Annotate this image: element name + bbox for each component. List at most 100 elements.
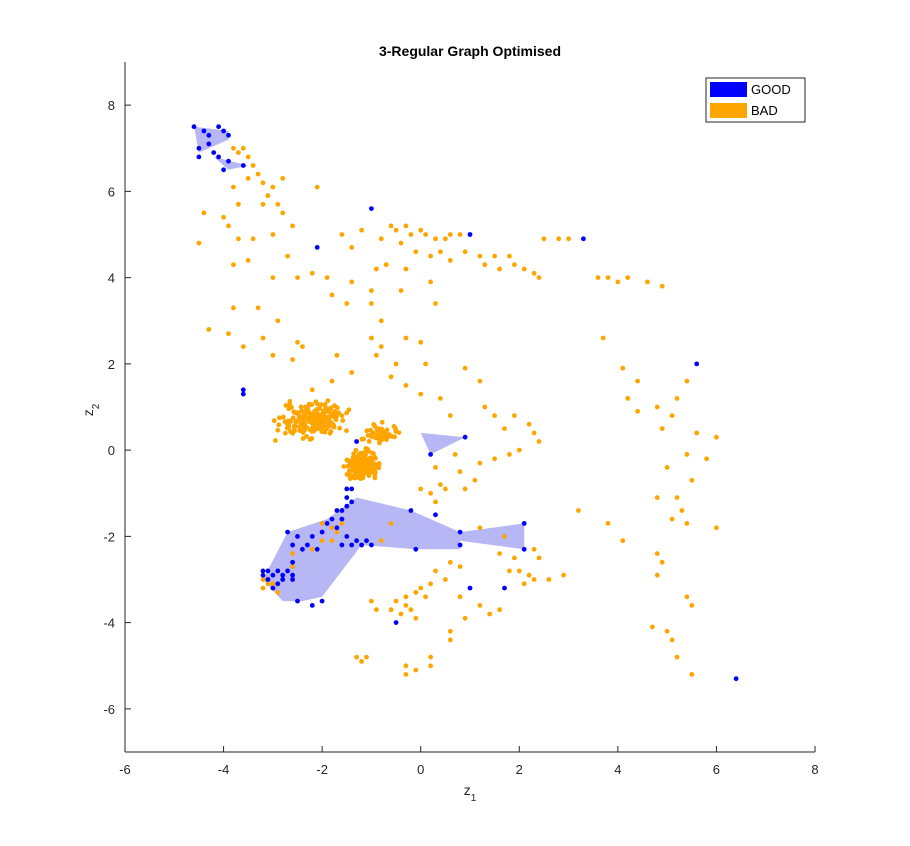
bad-point [541,236,547,242]
bad-point [502,426,507,431]
bad-point [694,430,700,436]
bad-point [492,456,497,462]
bad-point [284,425,290,431]
good-point [521,521,527,526]
good-point [196,145,202,151]
bad-point [306,401,312,407]
bad-point [383,262,389,268]
bad-point [384,427,390,433]
bad-point [275,427,281,433]
bad-point [531,430,537,436]
bad-point [689,672,695,677]
good-region [420,432,466,455]
bad-point [280,414,286,420]
y-tick-label: 2 [108,357,115,372]
bad-point [526,572,532,578]
good-point [694,361,700,367]
bad-point [329,525,335,531]
bad-point [290,430,296,436]
bad-point [236,201,241,207]
bad-point [349,370,355,375]
good-point [196,154,202,160]
bad-point [260,585,266,591]
good-point [305,542,310,548]
bad-point [423,594,428,600]
bad-point [347,463,353,469]
bad-point [477,460,483,466]
bad-point [365,433,371,438]
bad-point [408,607,414,613]
y-axis-label: z2 [80,403,102,416]
good-point [339,516,345,522]
bad-point [376,465,382,471]
bad-point [275,318,281,324]
bad-point [372,475,378,481]
bad-point [433,465,438,470]
bad-point [277,415,282,421]
bad-point [321,408,326,414]
bad-point [366,473,372,478]
bad-point [290,223,295,229]
good-point [733,676,739,682]
bad-point [659,426,665,431]
bad-point [378,318,384,324]
bad-point [260,577,266,582]
bad-point [418,227,424,233]
bad-point [250,163,256,168]
bad-point [536,275,542,280]
bad-point [679,508,685,513]
bad-point [286,406,292,412]
good-point [216,154,222,160]
bad-point [231,305,236,311]
bad-point [302,421,308,427]
x-tick-label: -2 [316,762,328,777]
bad-point [531,577,537,582]
bad-point [462,615,468,621]
bad-point [526,421,532,427]
axes [124,62,816,753]
bad-point [433,236,438,242]
bad-point [206,327,212,332]
bad-point [290,415,296,421]
bad-point [375,432,380,438]
bad-point [240,344,246,349]
bad-point [323,405,328,411]
bad-point [669,413,675,418]
bad-point [369,335,374,341]
bad-point [576,508,581,513]
good-point [344,495,350,500]
bad-point [351,467,356,472]
bad-point [320,421,326,427]
bad-point [379,419,385,425]
bad-point [369,598,374,604]
bad-point [265,193,271,199]
bad-point [324,426,329,432]
good-point [265,577,271,582]
bad-point [307,437,313,442]
bad-point [669,637,675,643]
bad-point [536,555,542,561]
bad-point [403,672,409,677]
good-point [502,585,507,591]
bad-point [428,663,433,669]
bad-point [625,396,631,401]
good-point [285,529,290,535]
bad-point [260,180,266,186]
x-tick-label: 8 [811,762,818,777]
bad-point [413,667,419,673]
bad-point [620,538,626,544]
bad-point [344,301,350,306]
bad-point [684,594,690,600]
good-point [280,577,286,582]
bad-point [353,447,359,453]
bad-point [512,413,517,418]
bad-point [423,232,428,237]
bad-point [521,581,527,587]
bad-point [393,429,399,434]
bad-point [324,275,330,280]
legend-label-bad: BAD [751,103,778,118]
good-point [359,542,364,548]
y-axis-label-sub: 2 [91,403,102,409]
bad-point [355,466,361,471]
